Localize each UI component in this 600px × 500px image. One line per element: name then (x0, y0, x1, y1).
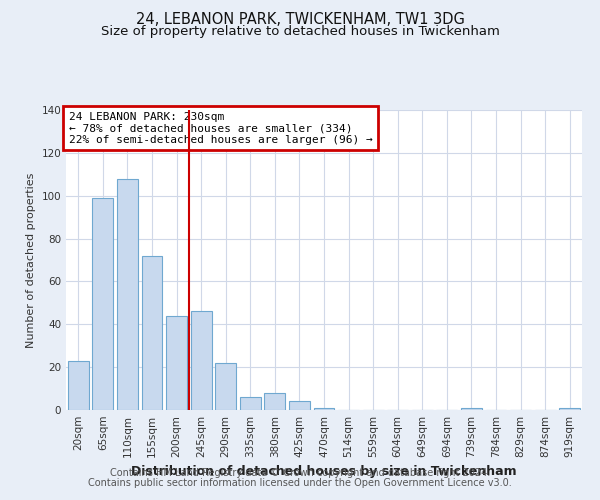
Text: Contains HM Land Registry data © Crown copyright and database right 2024.: Contains HM Land Registry data © Crown c… (110, 468, 490, 477)
Bar (265, 393, 286, 410)
Text: Size of property relative to detached houses in Twickenham: Size of property relative to detached ho… (101, 25, 499, 38)
Bar (142, 256, 163, 410)
Text: Contains public sector information licensed under the Open Government Licence v3: Contains public sector information licen… (88, 478, 512, 488)
Text: 24, LEBANON PARK, TWICKENHAM, TW1 3DG: 24, LEBANON PARK, TWICKENHAM, TW1 3DG (136, 12, 464, 28)
Bar (117, 178, 138, 410)
Bar (314, 408, 334, 410)
Text: 24 LEBANON PARK: 230sqm
← 78% of detached houses are smaller (334)
22% of semi-d: 24 LEBANON PARK: 230sqm ← 78% of detache… (68, 112, 373, 144)
Bar (191, 312, 212, 410)
X-axis label: Distribution of detached houses by size in Twickenham: Distribution of detached houses by size … (131, 466, 517, 478)
Bar (289, 402, 310, 410)
Bar (559, 408, 580, 410)
Bar (166, 316, 187, 410)
Bar (240, 397, 261, 410)
Bar (461, 408, 482, 410)
Bar (92, 198, 113, 410)
Y-axis label: Number of detached properties: Number of detached properties (26, 172, 36, 348)
Bar (68, 360, 89, 410)
Bar (215, 363, 236, 410)
